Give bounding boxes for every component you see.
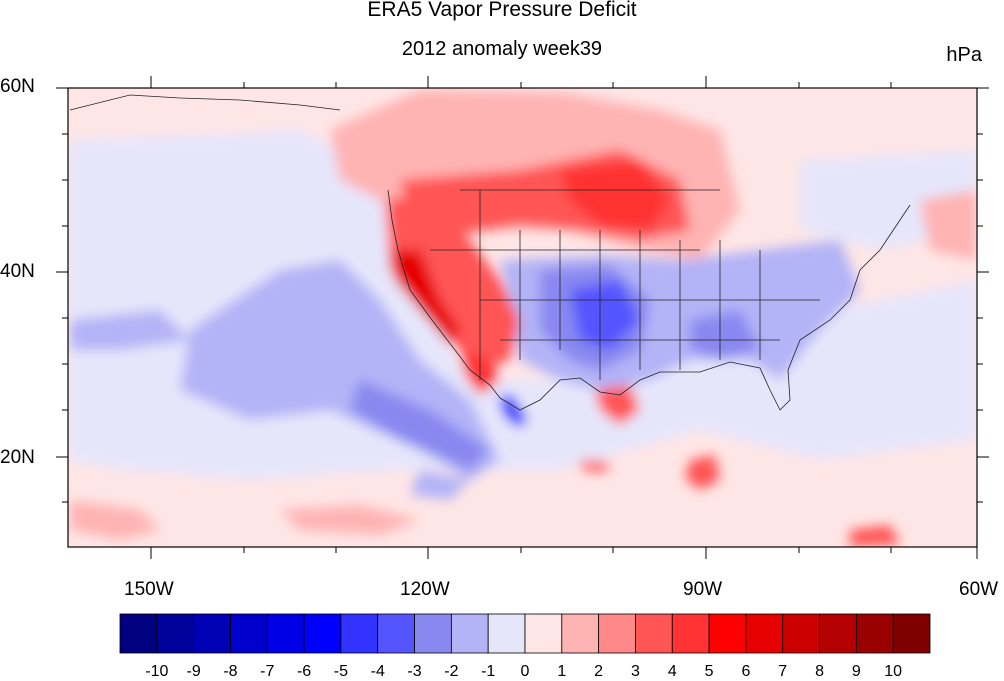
colorbar-swatch	[266, 613, 305, 654]
colorbar-tick-label: 1	[557, 663, 566, 680]
colorbar-swatch	[708, 613, 747, 654]
lat-label-60n: 60N	[0, 76, 35, 97]
lat-label-20n: 20N	[0, 447, 35, 468]
colorbar-tick-label: 2	[594, 663, 603, 680]
colorbar-swatch	[671, 613, 710, 654]
colorbar-swatch	[193, 613, 231, 654]
colorbar: -10 -9 -8 -7 -6 -5 -4 -3 -2 -1 0 1 2 3 4 5 6 7 8 9 10	[119, 613, 931, 680]
units-label: hPa	[946, 44, 982, 66]
colorbar-swatch	[487, 613, 526, 654]
colorbar-swatch	[303, 613, 342, 654]
lon-label-120w: 120W	[400, 579, 450, 600]
colorbar-swatch	[782, 613, 820, 654]
colorbar-tick-label: -4	[371, 663, 385, 680]
lon-label-60w: 60W	[959, 579, 999, 600]
colorbar-tick-label: -1	[481, 663, 495, 680]
colorbar-swatch	[340, 613, 379, 654]
colorbar-tick-label: -8	[223, 663, 237, 680]
colorbar-swatch	[377, 613, 415, 654]
colorbar-swatch	[561, 613, 600, 654]
colorbar-swatch	[119, 613, 158, 654]
colorbar-tick-label: 9	[852, 663, 861, 680]
anomaly-field	[68, 88, 977, 547]
map-title: ERA5 Vapor Pressure Deficit	[367, 0, 637, 21]
colorbar-tick-label: -10	[145, 663, 168, 680]
colorbar-swatch	[524, 613, 563, 654]
colorbar-tick-label: -5	[334, 663, 348, 680]
colorbar-tick-label: 3	[631, 663, 640, 680]
colorbar-swatch	[230, 613, 268, 654]
colorbar-swatch	[892, 613, 931, 654]
lon-label-90w: 90W	[683, 579, 723, 600]
colorbar-swatch	[855, 613, 894, 654]
colorbar-swatch	[598, 613, 636, 654]
colorbar-tick-label: 10	[884, 663, 902, 680]
colorbar-tick-label: 0	[521, 663, 530, 680]
colorbar-tick-label: 8	[815, 663, 824, 680]
colorbar-swatch	[156, 613, 195, 654]
colorbar-tick-label: -7	[260, 663, 274, 680]
lat-label-40n: 40N	[0, 261, 35, 282]
colorbar-tick-label: -2	[444, 663, 458, 680]
colorbar-tick-label: 5	[705, 663, 714, 680]
lon-label-150w: 150W	[124, 579, 174, 600]
colorbar-tick-label: 6	[741, 663, 750, 680]
map-subtitle: 2012 anomaly week39	[401, 38, 603, 60]
colorbar-tick-label: -9	[187, 663, 201, 680]
colorbar-swatch	[450, 613, 489, 654]
colorbar-swatch	[745, 613, 784, 654]
colorbar-tick-label: 4	[668, 663, 677, 680]
colorbar-tick-label: -6	[297, 663, 311, 680]
colorbar-swatch	[819, 613, 857, 654]
colorbar-tick-label: -3	[407, 663, 421, 680]
colorbar-tick-label: 7	[778, 663, 787, 680]
colorbar-swatch	[635, 613, 673, 654]
colorbar-swatch	[414, 613, 452, 654]
